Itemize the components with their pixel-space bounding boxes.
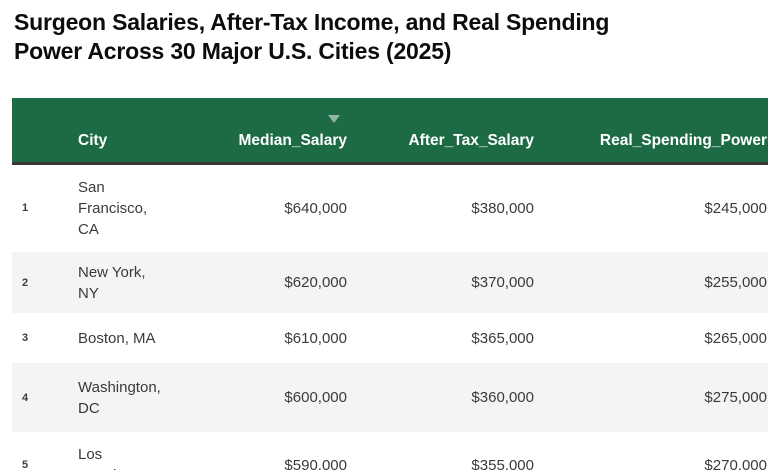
cell-real-spending-power: $245,000 [704, 199, 767, 217]
cell-median-salary: $640,000 [284, 199, 347, 217]
column-header-city[interactable]: City [78, 98, 178, 165]
cell-after-tax-salary: $380,000 [471, 199, 534, 217]
table-row: 3 Boston, MA $610,000 $365,000 $265,000 [12, 313, 768, 363]
cell-city: New York, NY [78, 263, 146, 302]
table-body: 1 San Francisco, CA $640,000 $380,000 $2… [12, 163, 768, 470]
header-row: City Median_Salary After_Tax_Salary Real… [12, 98, 768, 165]
table-row: 5 Los Angeles, CA $590,000 $355,000 $270… [12, 432, 768, 470]
cell-median-salary: $610,000 [284, 329, 347, 347]
cell-city: Boston, MA [78, 329, 156, 347]
column-header-after-tax-salary[interactable]: After_Tax_Salary [348, 98, 535, 165]
column-header-median-salary-label: Median_Salary [238, 131, 347, 149]
column-header-median-salary[interactable]: Median_Salary [178, 98, 348, 165]
sort-descending-icon [328, 115, 340, 123]
table-row: 2 New York, NY $620,000 $370,000 $255,00… [12, 252, 768, 313]
cell-real-spending-power: $265,000 [704, 329, 767, 347]
salary-table-container: City Median_Salary After_Tax_Salary Real… [12, 98, 768, 470]
table-row: 1 San Francisco, CA $640,000 $380,000 $2… [12, 163, 768, 252]
cell-after-tax-salary: $360,000 [471, 389, 534, 406]
cell-after-tax-salary: $365,000 [471, 329, 534, 347]
row-index: 5 [22, 459, 29, 470]
cell-city: Washington, DC [78, 378, 161, 417]
column-header-real-spending-power[interactable]: Real_Spending_Power [535, 98, 768, 165]
cell-after-tax-salary: $355,000 [471, 456, 534, 470]
row-index: 3 [22, 332, 29, 344]
cell-real-spending-power: $270,000 [704, 456, 767, 470]
cell-city: Los Angeles, CA [78, 446, 161, 470]
cell-after-tax-salary: $370,000 [471, 274, 534, 291]
cell-city: San Francisco, CA [78, 178, 148, 238]
table-header: City Median_Salary After_Tax_Salary Real… [12, 98, 768, 165]
cell-real-spending-power: $275,000 [704, 389, 767, 406]
cell-median-salary: $620,000 [284, 274, 347, 291]
cell-real-spending-power: $255,000 [704, 274, 767, 291]
table-row: 4 Washington, DC $600,000 $360,000 $275,… [12, 363, 768, 432]
row-index: 1 [22, 202, 29, 215]
cell-median-salary: $590,000 [284, 456, 347, 470]
page-title: Surgeon Salaries, After-Tax Income, and … [14, 9, 610, 64]
column-header-index [12, 98, 78, 165]
cell-median-salary: $600,000 [284, 389, 347, 406]
row-index: 4 [22, 391, 29, 404]
salary-table: City Median_Salary After_Tax_Salary Real… [12, 98, 768, 470]
row-index: 2 [22, 276, 29, 289]
